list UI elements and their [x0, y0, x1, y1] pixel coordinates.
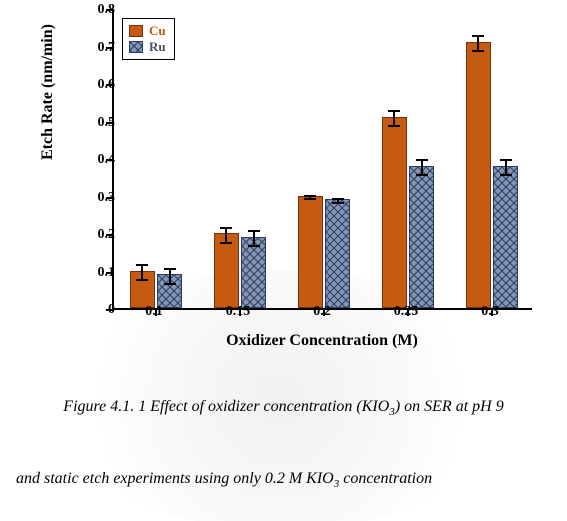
- legend-swatch: [129, 25, 143, 37]
- error-cap: [388, 125, 400, 127]
- bar-ru: [325, 199, 350, 308]
- error-cap: [136, 279, 148, 281]
- error-bar: [253, 231, 255, 246]
- x-tick-label: 0.3: [481, 304, 499, 320]
- y-tick-label: 0.7: [98, 40, 116, 56]
- y-tick-label: 0.5: [98, 115, 116, 131]
- y-tick-label: 0.1: [98, 265, 116, 281]
- bar-ru: [241, 237, 266, 308]
- bar-cu: [466, 42, 491, 308]
- error-cap: [304, 195, 316, 197]
- body-text-fragment: and static etch experiments using only 0…: [16, 470, 556, 490]
- legend-label: Ru: [149, 39, 166, 55]
- error-cap: [248, 230, 260, 232]
- figure-caption: Figure 4.1. 1 Effect of oxidizer concent…: [0, 398, 567, 418]
- x-tick-label: 0.1: [145, 304, 163, 320]
- legend-label: Cu: [149, 23, 166, 39]
- error-cap: [416, 159, 428, 161]
- plot-area: [112, 10, 532, 310]
- error-bar: [393, 111, 395, 126]
- legend-item: Ru: [129, 39, 166, 55]
- y-tick-label: 0: [108, 302, 115, 318]
- etch-rate-chart: Etch Rate (nm/min) Oxidizer Concentratio…: [40, 0, 545, 360]
- error-bar: [505, 160, 507, 175]
- y-axis-label: Etch Rate (nm/min): [39, 24, 57, 160]
- error-cap: [248, 245, 260, 247]
- bar-cu: [382, 117, 407, 308]
- error-cap: [472, 50, 484, 52]
- error-cap: [220, 242, 232, 244]
- error-bar: [141, 265, 143, 280]
- error-bar: [421, 160, 423, 175]
- y-tick-label: 0.3: [98, 190, 116, 206]
- error-bar: [225, 228, 227, 243]
- y-tick-label: 0.6: [98, 77, 116, 93]
- bar-cu: [298, 196, 323, 309]
- legend-swatch: [129, 41, 143, 53]
- bar-ru: [409, 166, 434, 309]
- x-tick-label: 0.15: [226, 304, 251, 320]
- error-cap: [500, 159, 512, 161]
- error-bar: [477, 36, 479, 51]
- y-tick-label: 0.2: [98, 227, 116, 243]
- error-cap: [416, 174, 428, 176]
- error-bar: [169, 269, 171, 284]
- chart-legend: CuRu: [122, 18, 175, 60]
- bar-cu: [214, 233, 239, 308]
- y-tick-label: 0.8: [98, 2, 116, 18]
- legend-item: Cu: [129, 23, 166, 39]
- x-tick-label: 0.2: [313, 304, 331, 320]
- error-cap: [332, 202, 344, 204]
- error-cap: [500, 174, 512, 176]
- error-cap: [304, 198, 316, 200]
- error-cap: [220, 227, 232, 229]
- error-cap: [388, 110, 400, 112]
- x-tick-label: 0.25: [394, 304, 419, 320]
- bar-ru: [493, 166, 518, 309]
- error-cap: [472, 35, 484, 37]
- y-tick-label: 0.4: [98, 152, 116, 168]
- error-cap: [136, 264, 148, 266]
- error-cap: [164, 283, 176, 285]
- x-axis-label: Oxidizer Concentration (M): [112, 332, 532, 350]
- error-cap: [332, 198, 344, 200]
- error-cap: [164, 268, 176, 270]
